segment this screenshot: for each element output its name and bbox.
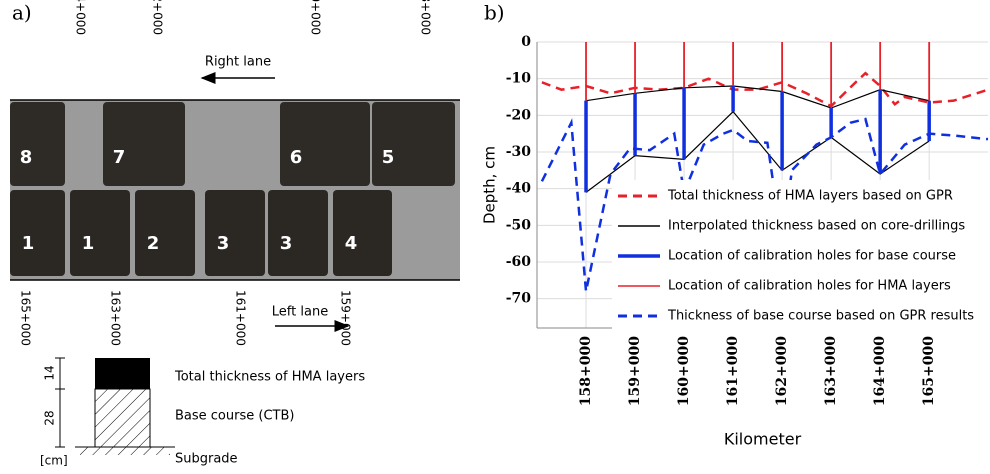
y-tick-label: -30 xyxy=(506,144,532,160)
core-number: 8 xyxy=(20,147,33,168)
core-photo xyxy=(70,190,130,276)
km-label: 161+000 xyxy=(234,290,248,346)
core-photo xyxy=(10,190,65,276)
x-tick-label: 162+000 xyxy=(774,336,790,406)
panel-label: b) xyxy=(484,1,505,25)
y-tick-label: -70 xyxy=(506,291,532,307)
x-tick-label: 159+000 xyxy=(627,336,643,406)
subgrade xyxy=(80,447,170,455)
km-label: 159+000 xyxy=(339,290,353,346)
core-photo xyxy=(333,190,392,276)
core-photo xyxy=(10,102,65,186)
x-tick-label: 160+000 xyxy=(676,336,692,406)
legend-label: Total thickness of HMA layers based on G… xyxy=(667,189,953,204)
core-photo xyxy=(280,102,370,186)
x-tick-label: 165+000 xyxy=(921,336,937,406)
base-layer xyxy=(94,388,151,448)
km-label: 158+000 xyxy=(419,0,433,35)
core-photo xyxy=(268,190,328,276)
y-tick-label: 0 xyxy=(521,34,531,50)
x-axis-title: Kilometer xyxy=(724,430,802,449)
core-number: 3 xyxy=(217,233,230,254)
dimension-label: 14 xyxy=(43,365,57,380)
legend-label: Interpolated thickness based on core-dri… xyxy=(668,219,965,234)
legend-box xyxy=(612,180,988,334)
km-label: 163+000 xyxy=(109,290,123,346)
lane-label: Right lane xyxy=(205,55,271,70)
km-label: 165+000 xyxy=(19,290,33,346)
core-photo xyxy=(372,102,455,186)
section-label: Total thickness of HMA layers xyxy=(174,370,365,385)
legend: Total thickness of HMA layers based on G… xyxy=(612,180,988,334)
core-number: 2 xyxy=(147,233,160,254)
core-number: 6 xyxy=(290,147,303,168)
core-number: 3 xyxy=(280,233,293,254)
panel-b: b) 0 -10 -20 -30 -40 -50 -60 -70 158+000 159+000 16… xyxy=(481,1,989,449)
km-label: 164+000 xyxy=(74,0,88,35)
section-label: Base course (CTB) xyxy=(175,409,294,424)
panel-label: a) xyxy=(12,1,32,25)
core-photo xyxy=(135,190,195,276)
dimension-label: 28 xyxy=(43,410,57,425)
core-photo xyxy=(205,190,265,276)
core-number: 1 xyxy=(22,233,35,254)
core-number: 5 xyxy=(382,147,395,168)
x-tick-label: 158+000 xyxy=(578,336,594,406)
data-line xyxy=(540,117,989,292)
legend-label: Thickness of base course based on GPR re… xyxy=(667,309,974,324)
y-tick-label: -20 xyxy=(506,107,532,123)
x-tick-label: 161+000 xyxy=(725,336,741,406)
x-tick-label: 163+000 xyxy=(823,336,839,406)
core-number: 7 xyxy=(113,147,126,168)
data-line xyxy=(585,85,930,109)
core-number: 1 xyxy=(82,233,95,254)
y-tick-label: -10 xyxy=(506,71,532,87)
x-tick-label: 164+000 xyxy=(872,336,888,406)
core-number: 4 xyxy=(345,233,358,254)
y-axis-title: Depth, cm xyxy=(481,146,499,224)
y-tick-label: -50 xyxy=(506,217,532,233)
y-tick-label: -40 xyxy=(506,181,532,197)
section-label: Subgrade xyxy=(175,452,238,467)
core-photo xyxy=(103,102,185,186)
hma-layer xyxy=(95,358,150,389)
lane-label: Left lane xyxy=(272,305,328,320)
panel-a: a) 164+000 162+000 160+000 158+000 Right lane… xyxy=(10,0,460,468)
km-label: 160+000 xyxy=(309,0,323,35)
legend-label: Location of calibration holes for base c… xyxy=(668,249,956,264)
km-label: 162+000 xyxy=(151,0,165,35)
legend-label: Location of calibration holes for HMA la… xyxy=(668,279,951,294)
y-tick-label: -60 xyxy=(506,254,532,270)
unit-label: [cm] xyxy=(40,454,68,468)
